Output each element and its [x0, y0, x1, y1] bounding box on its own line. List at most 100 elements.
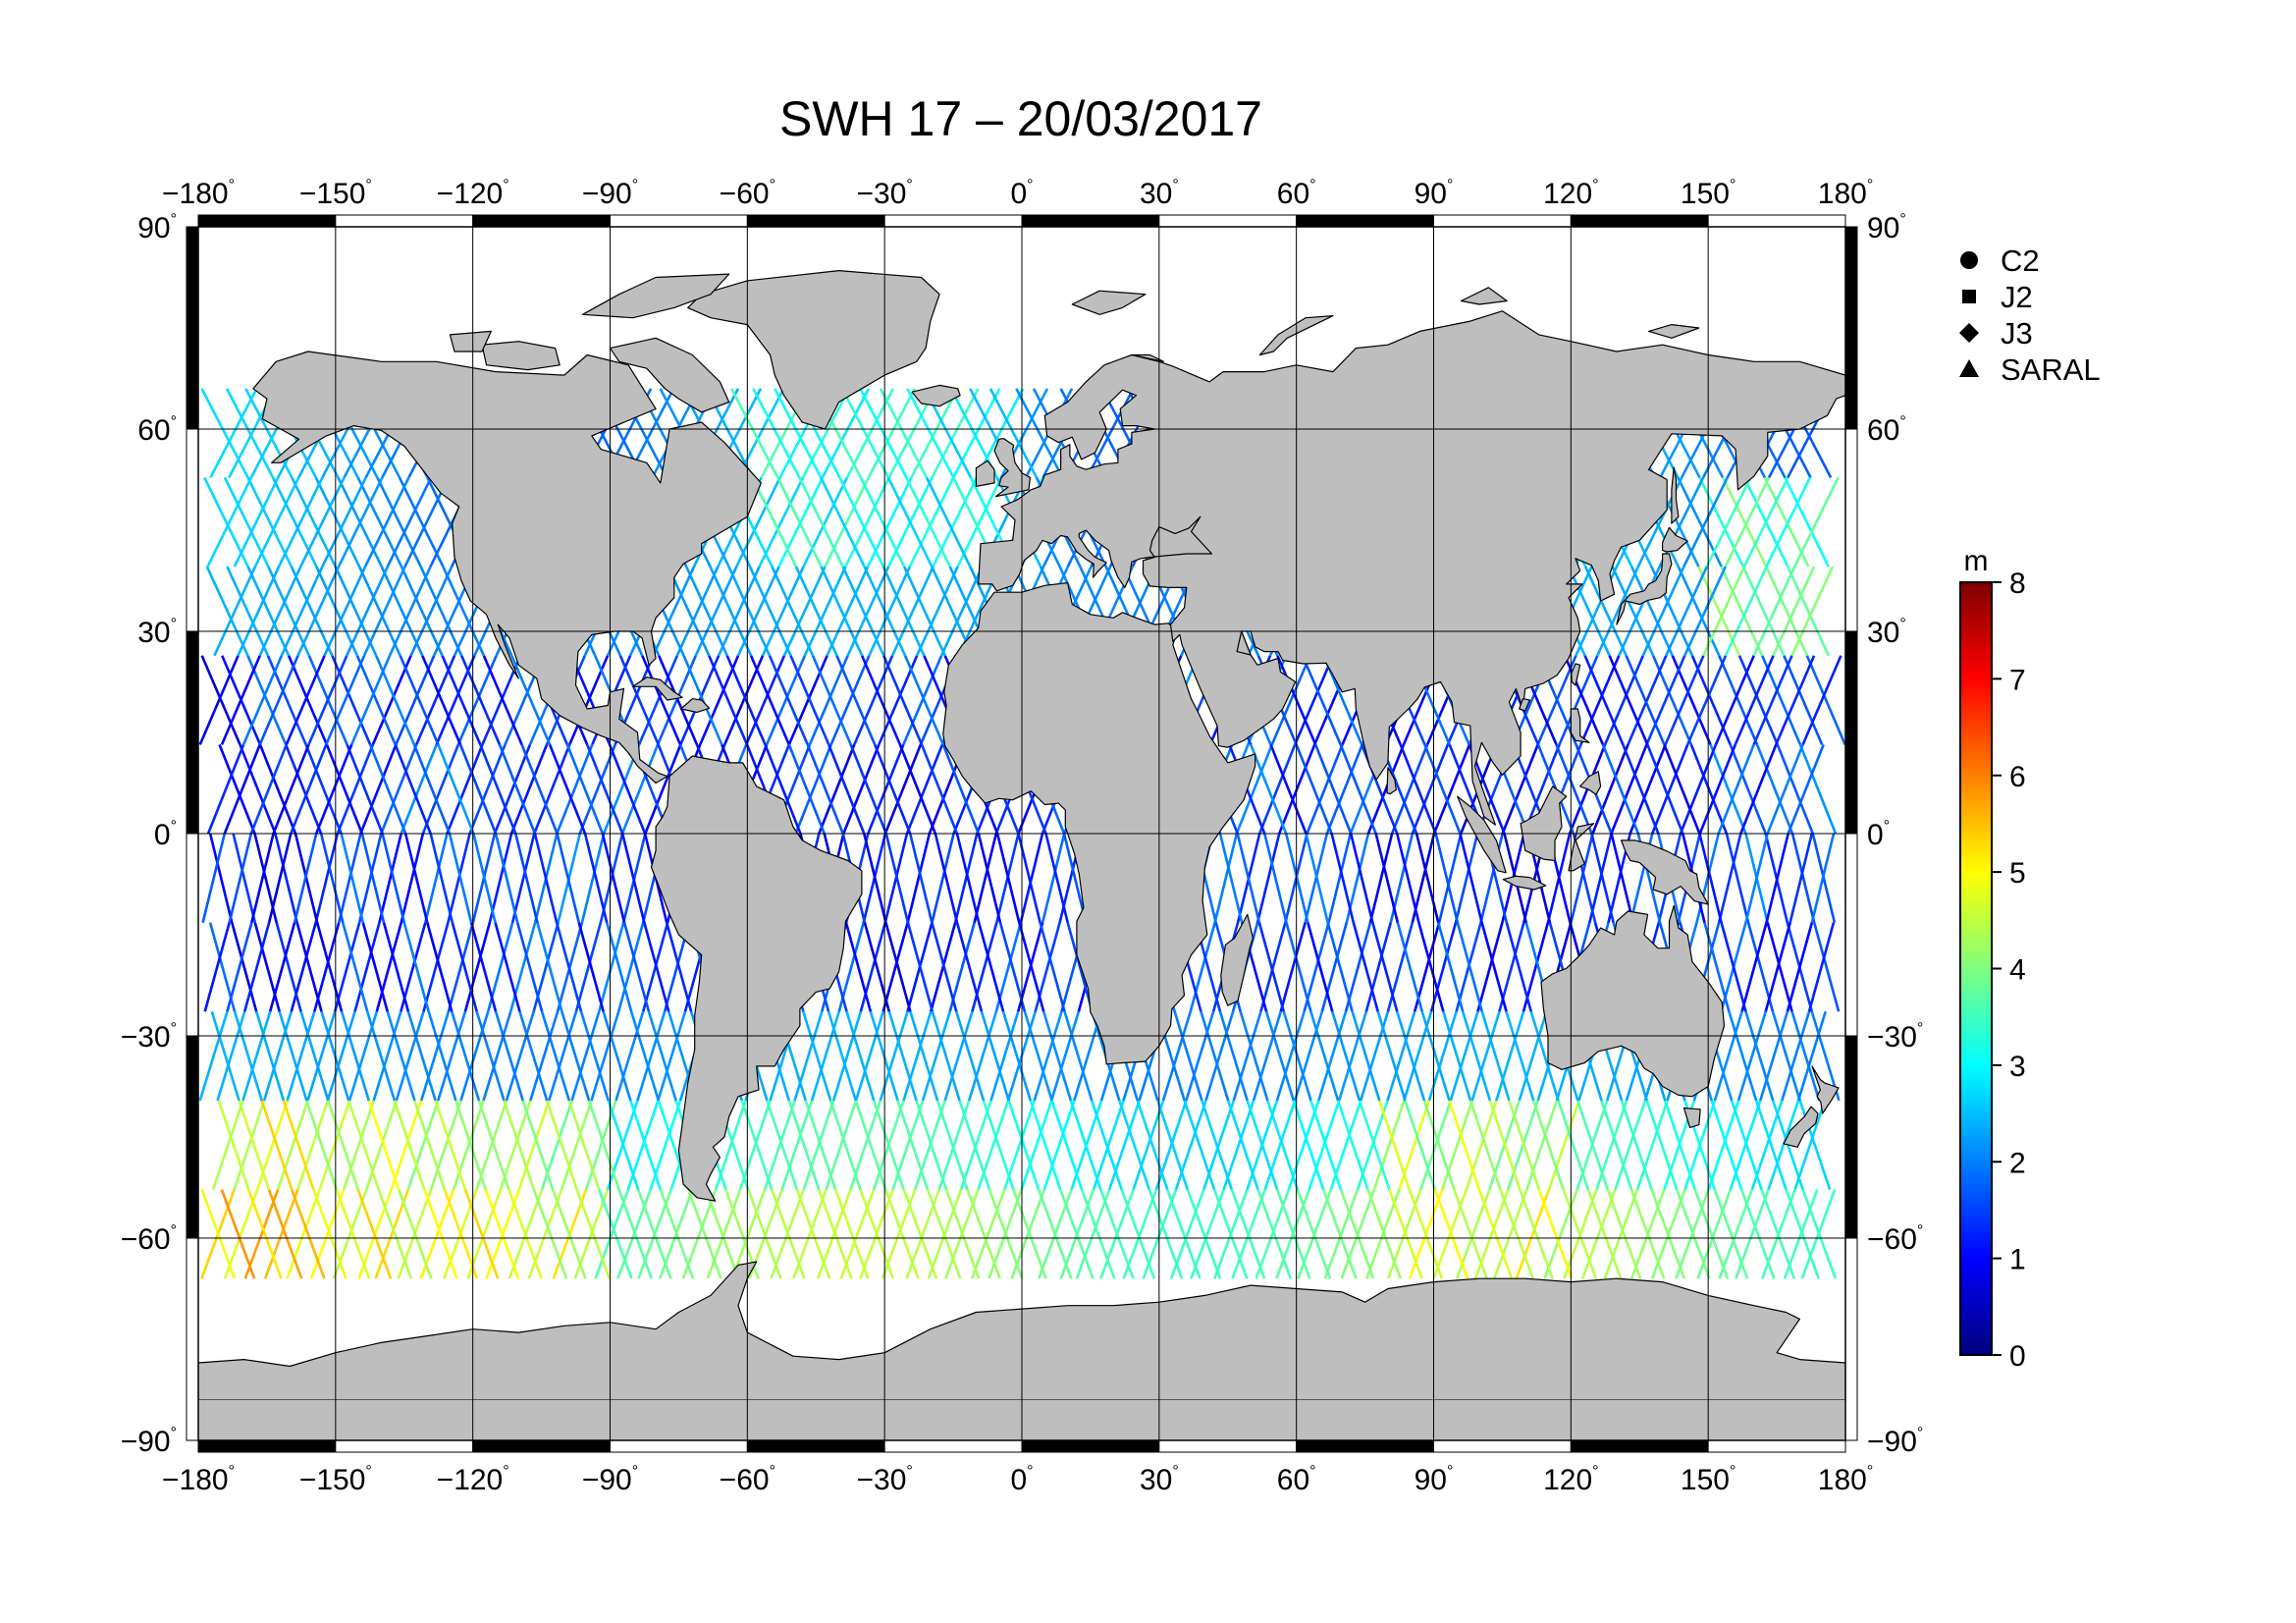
track-segment [1388, 1189, 1423, 1279]
frame-segment-top [1433, 214, 1572, 228]
track-segment [305, 1100, 339, 1190]
track-segment [548, 1010, 578, 1102]
track-segment [1264, 1010, 1296, 1102]
track-segment [441, 655, 482, 745]
track-segment [551, 1189, 587, 1279]
track-segment [824, 476, 870, 568]
track-segment [939, 566, 984, 657]
track-segment [232, 833, 257, 923]
track-segment [1562, 1189, 1598, 1279]
track-segment [1759, 1010, 1789, 1102]
track-segment [346, 743, 384, 835]
track-segment [1042, 1100, 1076, 1190]
track-segment [1793, 476, 1840, 568]
track-segment [1665, 566, 1708, 657]
track-segment [1279, 922, 1307, 1012]
track-segment [1588, 833, 1613, 923]
lon-tick-label-top: −120° [437, 177, 509, 210]
track-segment [826, 566, 870, 657]
track-segment [1351, 1010, 1381, 1102]
track-segment [1366, 1189, 1402, 1279]
track-segment [1729, 743, 1767, 835]
track-segment [652, 566, 696, 657]
track-segment [1020, 1100, 1053, 1190]
track-segment [318, 1100, 351, 1190]
track-segment [1740, 922, 1768, 1012]
track-segment [355, 655, 397, 745]
track-segment [902, 1010, 933, 1102]
track-segment [325, 655, 366, 745]
track-segment [1156, 1100, 1190, 1190]
track-segment [1292, 1100, 1325, 1190]
land-sakhalin [1671, 466, 1680, 524]
track-segment [898, 743, 937, 835]
track-segment [556, 743, 594, 835]
track-segment [905, 743, 944, 835]
track-segment [510, 833, 536, 923]
track-segment [1601, 743, 1640, 835]
track-segment [1295, 743, 1333, 835]
track-segment [244, 388, 294, 479]
track-segment [1371, 922, 1399, 1012]
frame-segment-bottom [472, 1439, 611, 1453]
land-severnaya-zemlya [1460, 287, 1508, 305]
track-segment [395, 1010, 425, 1102]
track-segment [687, 1189, 722, 1279]
track-segment [808, 655, 849, 745]
track-segment [398, 476, 445, 568]
track-segment [1256, 1189, 1293, 1279]
track-segment [1771, 1010, 1801, 1102]
track-segment [503, 1100, 536, 1190]
frame-segment-top [1021, 214, 1160, 228]
track-segment [859, 1189, 894, 1279]
track-segment [751, 476, 798, 568]
colorbar-tick-label: 7 [2009, 664, 2026, 696]
track-segment [1459, 833, 1483, 923]
track-segment [1449, 1010, 1479, 1102]
frame-segment-left [186, 833, 199, 1037]
track-segment [617, 1189, 653, 1279]
track-segment [282, 1100, 315, 1190]
track-segment [931, 922, 958, 1012]
track-segment [350, 655, 392, 745]
track-segment [1714, 655, 1755, 745]
track-segment [1189, 922, 1216, 1012]
track-segment [884, 1189, 920, 1279]
track-segment [327, 1100, 359, 1190]
track-segment [1739, 743, 1778, 835]
track-segment [1374, 833, 1400, 923]
colorbar-tick-label: 0 [2009, 1340, 2026, 1373]
track-segment [584, 1100, 617, 1190]
track-segment [902, 1189, 938, 1279]
track-segment [854, 1010, 884, 1102]
track-segment [1790, 566, 1835, 657]
track-segment [1519, 1189, 1554, 1279]
track-segment [926, 1189, 962, 1279]
track-segment [574, 922, 603, 1012]
track-segment [1259, 922, 1287, 1012]
track-segment [377, 1189, 413, 1279]
land-sri-lanka [1386, 767, 1397, 795]
track-segment [1596, 566, 1640, 657]
track-segment [1033, 1010, 1063, 1102]
track-segment [226, 566, 270, 657]
track-segment [1307, 922, 1334, 1012]
track-segment [1698, 476, 1745, 568]
map-border [197, 226, 1846, 1441]
track-segment [463, 922, 492, 1012]
track-segment [319, 833, 345, 923]
track-segment [1720, 566, 1764, 657]
track-segment [763, 1100, 796, 1190]
colorbar-unit-label: m [1964, 545, 1989, 577]
track-segment [477, 1100, 510, 1190]
lat-tick-label-right: −60° [1867, 1222, 1923, 1256]
track-segment [1629, 743, 1667, 835]
track-segment [1622, 743, 1660, 835]
track-segment [1270, 655, 1311, 745]
track-segment [1689, 743, 1729, 835]
track-segment [620, 833, 646, 923]
track-segment [787, 743, 827, 835]
land-baffin-island [609, 337, 730, 413]
colorbar-tick-label: 5 [2009, 857, 2026, 890]
lat-tick-label-left: −30° [121, 1020, 177, 1054]
